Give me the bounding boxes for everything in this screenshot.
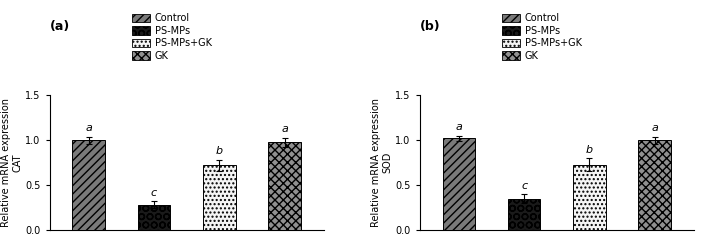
Bar: [639, 140, 671, 230]
Y-axis label: Relative mRNA expression
SOD: Relative mRNA expression SOD: [371, 98, 392, 227]
Bar: [203, 166, 236, 230]
Legend: Control, PS-MPs, PS-MPs+GK, GK: Control, PS-MPs, PS-MPs+GK, GK: [131, 12, 212, 62]
Text: c: c: [151, 188, 157, 198]
Bar: [137, 205, 171, 230]
Text: a: a: [455, 122, 462, 132]
Bar: [573, 164, 606, 230]
Bar: [72, 140, 105, 230]
Text: a: a: [651, 123, 658, 133]
Text: b: b: [586, 145, 593, 155]
Bar: [508, 198, 540, 230]
Legend: Control, PS-MPs, PS-MPs+GK, GK: Control, PS-MPs, PS-MPs+GK, GK: [501, 12, 583, 62]
Text: (a): (a): [50, 20, 70, 33]
Text: (b): (b): [420, 20, 440, 33]
Bar: [442, 138, 475, 230]
Text: a: a: [85, 123, 92, 133]
Bar: [268, 142, 301, 230]
Text: c: c: [521, 180, 527, 190]
Text: a: a: [281, 124, 288, 134]
Text: b: b: [216, 146, 223, 156]
Y-axis label: Relative mRNA expression
CAT: Relative mRNA expression CAT: [1, 98, 23, 227]
